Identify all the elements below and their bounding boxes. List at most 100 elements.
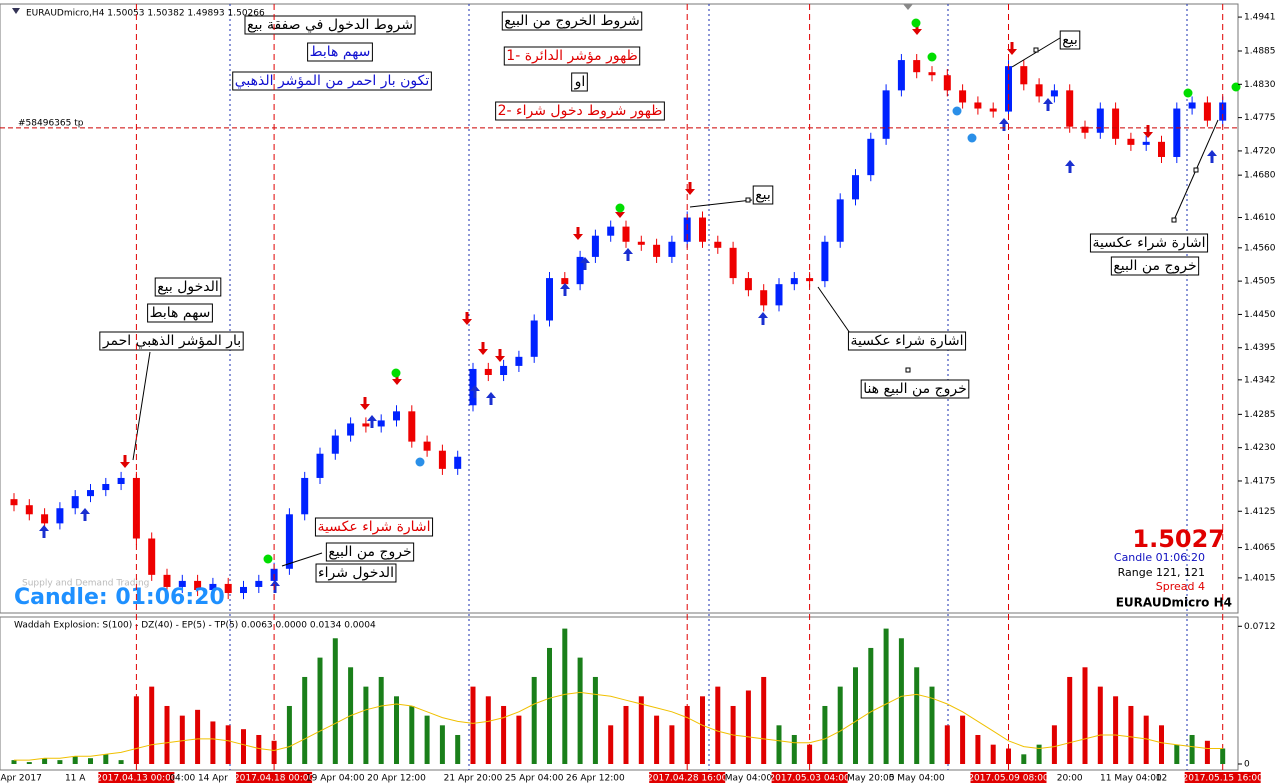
histogram-bar [485,696,491,764]
candle-body [438,450,446,469]
histogram-bar [26,762,32,764]
candle-body [102,484,110,491]
x-tick-label: 20 Apr 12:00 [367,774,426,783]
histogram-bar [1159,725,1164,764]
candle-body [729,247,737,279]
candle-body [836,199,844,242]
histogram-bar [807,744,813,764]
histogram-bar [1082,667,1088,764]
histogram-bar [149,686,155,764]
candle-body [362,423,370,427]
histogram-bar [394,696,399,764]
x-tick-label: 2017.05.15 16:00 [1183,774,1264,783]
note: ظهور شروط دخول شراء -2 [498,103,663,119]
histogram-bar [700,696,705,764]
note-box [314,517,434,537]
y-tick-label: 1.4885 [1244,46,1276,56]
histogram-bar [837,686,843,764]
x-label-bg [1184,772,1261,783]
candle-body [897,60,905,91]
sell-arrow [1007,42,1017,55]
candle-body [1203,102,1211,121]
candle-body [71,496,79,509]
candle-body [760,290,768,306]
candle-body [500,365,508,375]
histogram-bar [470,686,476,764]
histogram-bar [1174,744,1180,764]
note-box [860,379,970,399]
histogram-bar [1189,734,1195,764]
candle-body [1142,141,1150,145]
exit-dot [911,18,921,28]
candle-body [25,505,33,515]
note-box [325,542,415,562]
anchor [905,367,911,373]
connector [132,351,151,461]
connector [281,552,323,567]
candle-body [393,411,400,421]
histogram-bar [1006,748,1011,764]
exit-dot [1183,88,1193,98]
y-tick-label: 1.4720 [1244,146,1276,156]
spread-info: Spread 4 [1156,580,1205,593]
candle-body [515,356,523,366]
x-tick-label: 14 Apr [198,774,228,783]
candle-body [240,586,247,594]
histogram-bar [547,647,552,764]
y-tick-label: 1.4505 [1244,277,1276,287]
candle-body [331,435,339,454]
histogram-bar [501,705,507,764]
histogram-bar [1128,705,1134,764]
connector [689,199,753,208]
candle-body [775,284,783,306]
exit-dot [415,457,425,467]
candle-body [1173,108,1181,157]
note: خروج من البيع [1113,258,1196,274]
histogram-bar [623,705,629,764]
candle-body [561,278,569,285]
x-tick-label: 21 Apr 20:00 [444,774,503,783]
candle-body [1081,126,1089,133]
histogram-bar [271,740,277,764]
y-tick-label: 1.4285 [1244,410,1276,420]
histogram-bar [256,734,262,764]
candle-body [653,244,661,257]
histogram-bar [409,705,415,764]
x-label-bg [236,772,313,783]
x-tick-label: 2017.05.09 08:00 [968,774,1049,783]
x-tick-label: 2017.05.03 04:00 [769,774,850,783]
note-box [244,15,416,35]
candle-body [576,256,584,285]
histogram-bar [944,725,950,764]
histogram-bar [210,721,216,764]
note: شروط الخروج من البيع [504,13,639,29]
histogram-bar [1021,754,1027,764]
candle-body [1050,90,1058,97]
y-tick-label: 1.4610 [1244,213,1276,223]
note: اشارة شراء عكسية [1092,235,1205,251]
histogram-bar [1220,748,1226,764]
candle-body [821,241,829,282]
histogram-bar [761,676,767,764]
candle-body [699,217,706,242]
note: بيع [1062,32,1078,48]
anchor [1193,167,1199,173]
note-box [501,11,643,31]
histogram-bar [577,657,583,764]
buy-arrow [80,508,90,521]
histogram-bar [592,676,598,764]
symbol-icon [12,8,20,14]
y-tick-label: 1.4395 [1244,343,1276,353]
x-tick-label: 04:00 [169,774,195,783]
histogram-bar [179,715,185,764]
candle-body [668,241,676,257]
note-box [232,71,432,91]
x-tick-label: May 04:00 [725,774,773,783]
histogram-bar [103,754,109,764]
y-tick-label: 1.4560 [1244,243,1276,253]
signal-line [14,691,1223,761]
candle-body [852,175,859,200]
note-box [1059,30,1081,50]
x-tick-label: May 20:00 [847,774,895,783]
